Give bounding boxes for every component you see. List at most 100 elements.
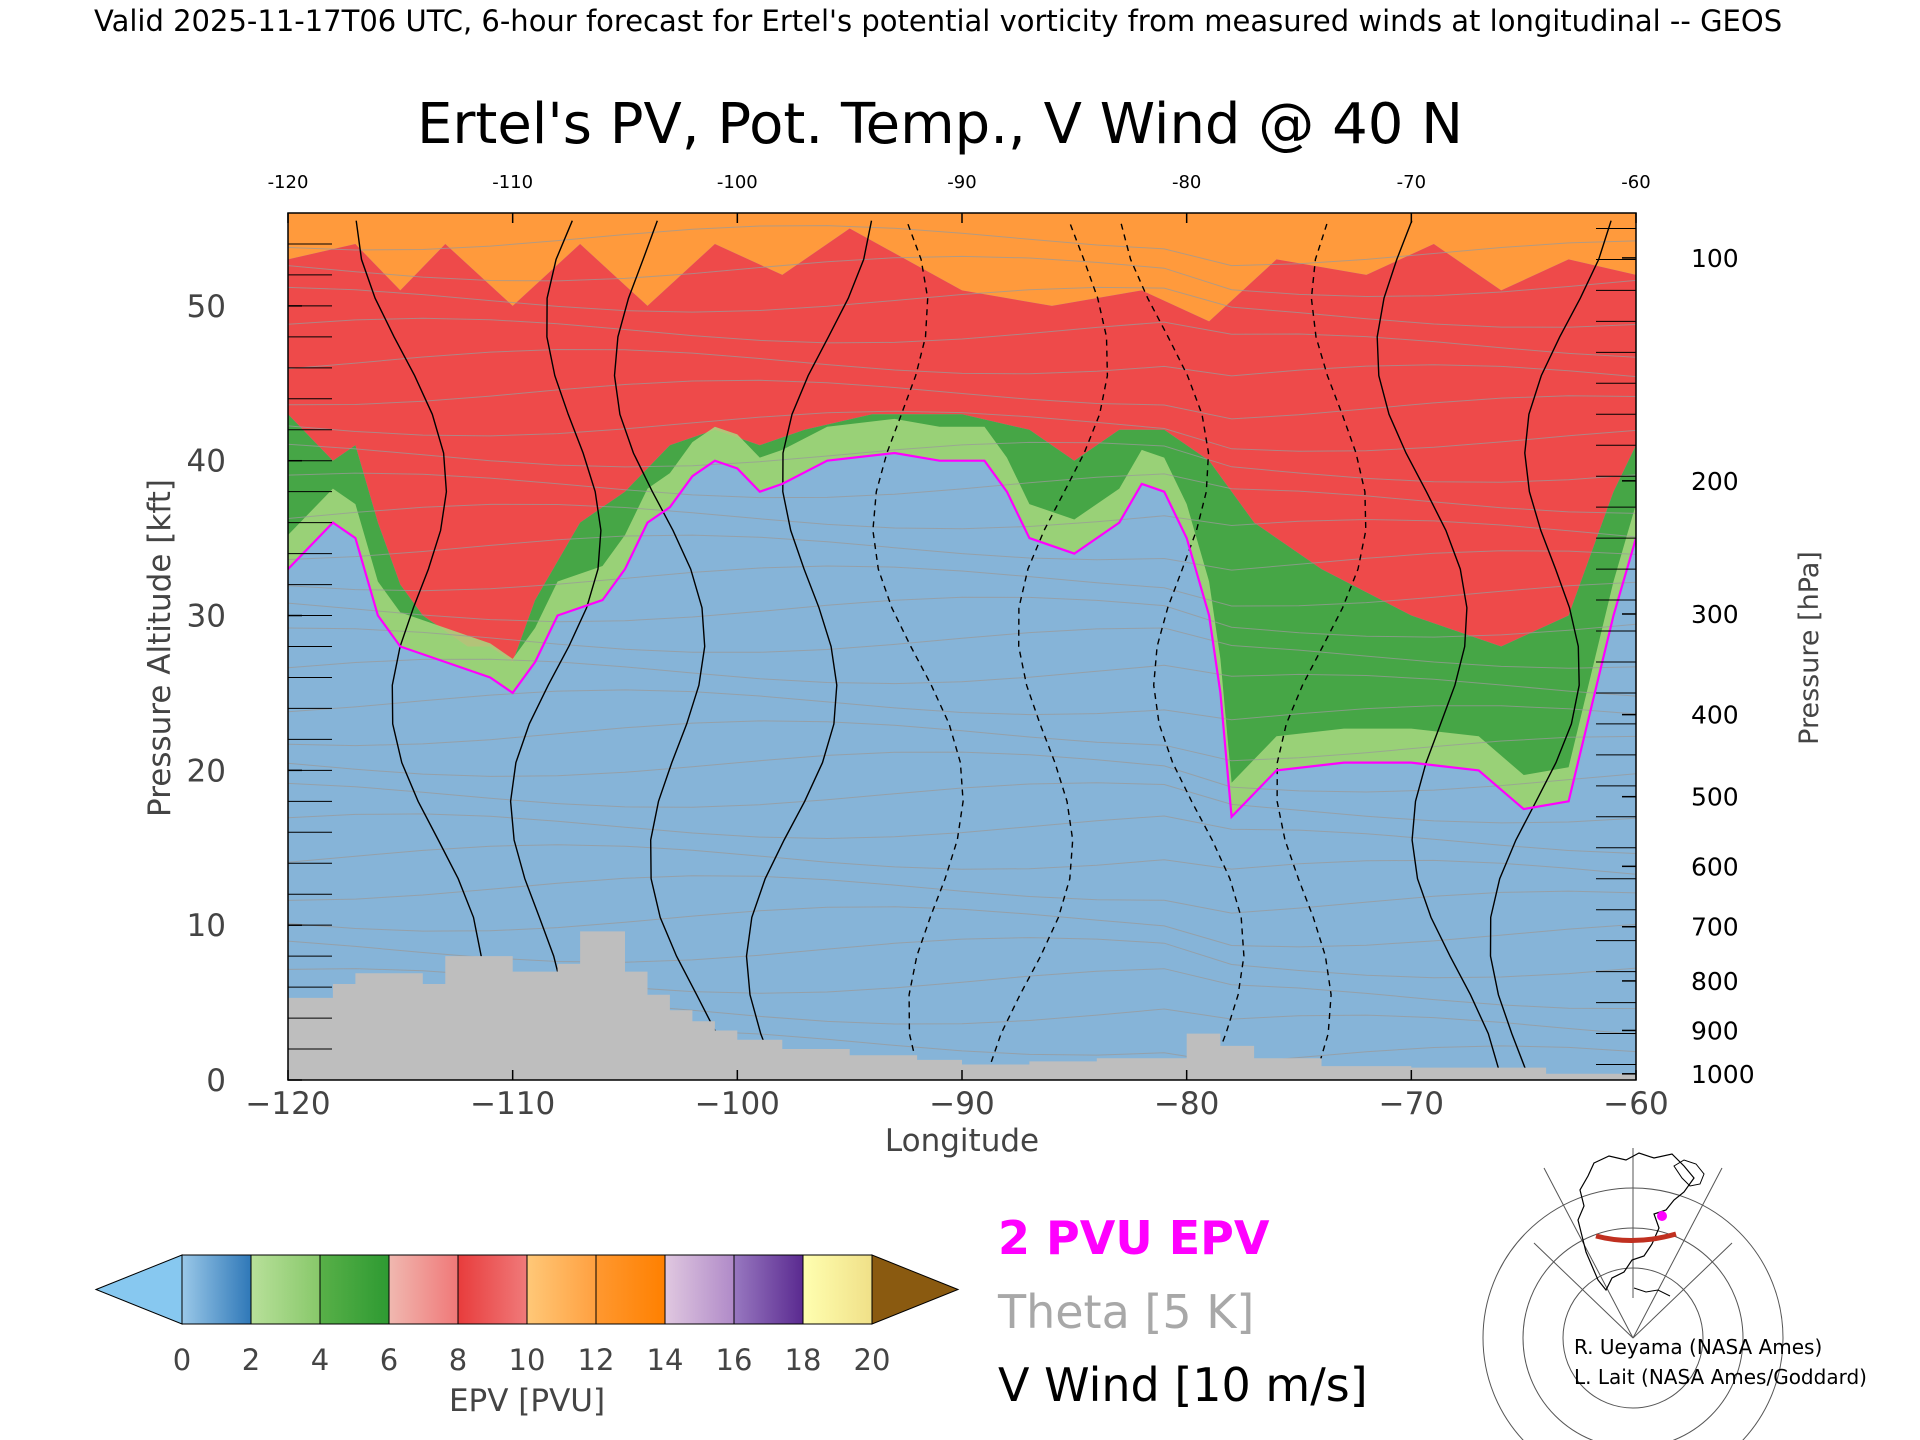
pressure-tick-label: 300 <box>1691 600 1739 629</box>
colorbar-bin <box>802 1254 873 1325</box>
colorbar-tick-label: 4 <box>311 1343 329 1377</box>
top-tick-label: -70 <box>1397 172 1426 193</box>
top-tick-label: -110 <box>492 172 533 193</box>
pressure-tick-label: 700 <box>1691 913 1739 942</box>
inset-marker <box>1657 1211 1667 1221</box>
colorbar-over-arrow <box>871 1254 960 1325</box>
inset-track <box>1595 1231 1677 1243</box>
theta-line <box>288 534 1636 571</box>
theta-line <box>288 225 1636 267</box>
v-wind-line <box>745 220 873 1073</box>
pressure-tick-label: 1000 <box>1691 1060 1755 1089</box>
y-tick-label: 10 <box>187 908 226 944</box>
v-wind-line <box>1376 220 1501 1073</box>
y-axis-labels: 0 10 20 30 40 50 <box>187 289 226 1099</box>
colorbar-tick-label: 0 <box>173 1343 191 1377</box>
top-axis-labels: -120 -110 -100 -90 -80 -70 -60 <box>268 172 1651 223</box>
theta-contours <box>288 225 1636 1065</box>
locator-map-icon <box>1482 1148 1784 1440</box>
pv2-contour <box>288 451 1636 820</box>
colorbar-bin <box>595 1254 666 1325</box>
terrain <box>288 931 1636 1080</box>
x-tick-label: −100 <box>695 1086 780 1122</box>
x-axis-label: Longitude <box>885 1123 1039 1159</box>
left-axis-ticks <box>288 243 332 1081</box>
colorbar-bin <box>250 1254 321 1325</box>
stratosphere-region <box>288 228 1636 662</box>
y-axis-label-right: Pressure [hPa] <box>1794 551 1825 745</box>
top-tick-label: -60 <box>1621 172 1650 193</box>
y-axis-label-left: Pressure Altitude [kft] <box>142 479 178 817</box>
v-wind-contours <box>355 220 1612 1073</box>
colorbar-under-arrow <box>94 1254 183 1325</box>
legend-pv2: 2 PVU EPV <box>998 1211 1270 1265</box>
theta-line <box>288 503 1636 538</box>
right-axis-ticks <box>1596 227 1636 1075</box>
valid-line: Valid 2025-11-17T06 UTC, 6-hour forecast… <box>94 4 1782 38</box>
y-tick-label: 40 <box>187 444 226 480</box>
colorbar-tick-label: 18 <box>785 1343 822 1377</box>
theta-line <box>288 348 1636 378</box>
y-tick-label: 20 <box>187 753 226 789</box>
colorbar-bin <box>388 1254 459 1325</box>
top-layer-region <box>288 213 1636 322</box>
theta-line <box>288 596 1636 638</box>
pressure-tick-label: 800 <box>1691 967 1739 996</box>
transition-region <box>288 414 1636 817</box>
v-wind-line <box>987 220 1109 1073</box>
theta-line <box>288 286 1636 328</box>
theta-line <box>288 379 1636 420</box>
colorbar-tick-label: 2 <box>242 1343 260 1377</box>
colorbar-bin <box>526 1254 597 1325</box>
top-tick-label: -120 <box>268 172 309 193</box>
y-tick-label: 30 <box>187 599 226 635</box>
colorbar-tick-label: 14 <box>647 1343 684 1377</box>
colorbar-tick-labels: 0 2 4 6 8 10 12 14 16 18 20 <box>173 1343 891 1377</box>
theta-line <box>288 441 1636 483</box>
pressure-tick-label: 100 <box>1691 244 1739 273</box>
chart-title: Ertel's PV, Pot. Temp., V Wind @ 40 N <box>417 92 1463 157</box>
x-tick-label: −110 <box>470 1086 555 1122</box>
y-tick-label: 0 <box>206 1063 226 1099</box>
pressure-axis-labels: 100 200 300 400 500 600 700 800 900 1000 <box>1691 244 1755 1089</box>
pressure-tick-label: 900 <box>1691 1016 1739 1045</box>
x-tick-label: −120 <box>245 1086 330 1122</box>
credit-line-2: L. Lait (NASA Ames/Goddard) <box>1574 1365 1867 1389</box>
colorbar-bin <box>457 1254 528 1325</box>
v-wind-line <box>872 220 964 1073</box>
theta-line <box>288 472 1636 514</box>
x-tick-label: −90 <box>929 1086 994 1122</box>
theta-line <box>288 906 1636 948</box>
colorbar-tick-label: 8 <box>449 1343 467 1377</box>
theta-line <box>288 317 1636 358</box>
v-wind-line <box>509 220 602 1073</box>
colorbar-tick-label: 12 <box>578 1343 615 1377</box>
theta-line <box>288 720 1636 762</box>
colorbar <box>94 1254 960 1325</box>
colorbar-tick-label: 16 <box>716 1343 753 1377</box>
colorbar-tick-label: 10 <box>509 1343 546 1377</box>
v-wind-line <box>1489 220 1612 1073</box>
light-green-band <box>288 418 1636 817</box>
x-tick-label: −80 <box>1154 1086 1219 1122</box>
x-tick-label: −70 <box>1379 1086 1444 1122</box>
colorbar-tick-label: 20 <box>854 1343 891 1377</box>
theta-line <box>288 565 1636 607</box>
colorbar-bin <box>319 1254 390 1325</box>
colorbar-bin <box>664 1254 735 1325</box>
pressure-tick-label: 400 <box>1691 701 1739 730</box>
pressure-tick-label: 500 <box>1691 783 1739 812</box>
colorbar-bin <box>181 1254 252 1325</box>
top-tick-label: -80 <box>1172 172 1201 193</box>
top-tick-label: -100 <box>717 172 758 193</box>
theta-line <box>288 658 1636 697</box>
v-wind-line <box>613 220 733 1073</box>
v-wind-line <box>1119 220 1245 1073</box>
colorbar-tick-label: 6 <box>380 1343 398 1377</box>
x-axis-labels: −120 −110 −100 −90 −80 −70 −60 <box>245 1070 1669 1122</box>
colorbar-label: EPV [PVU] <box>449 1383 605 1419</box>
theta-line <box>288 751 1636 793</box>
pressure-tick-label: 200 <box>1691 467 1739 496</box>
theta-line <box>288 875 1636 914</box>
